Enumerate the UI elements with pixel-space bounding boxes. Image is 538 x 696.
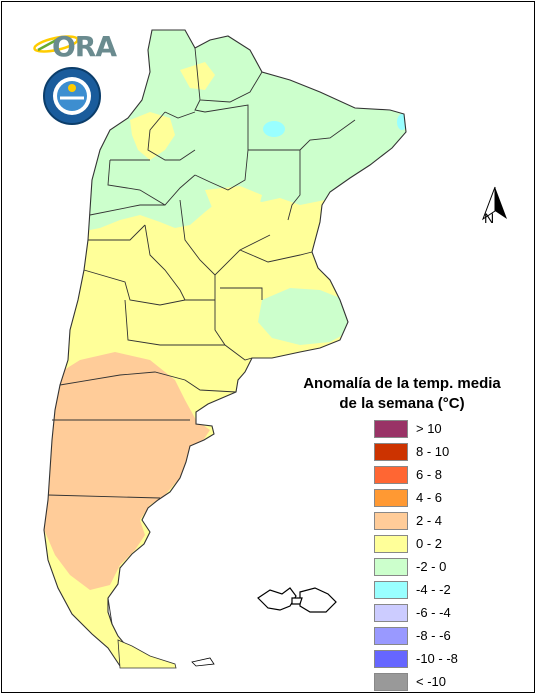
legend-label: -10 - -8 [416, 651, 458, 666]
legend-label: -2 - 0 [416, 559, 447, 574]
legend-item: 4 - 6 [374, 487, 524, 510]
legend-label: -8 - -6 [416, 628, 451, 643]
legend-title: Anomalía de la temp. media de la semana … [284, 374, 520, 414]
legend-item: -8 - -6 [374, 625, 524, 648]
legend-title-line2: de la semana (°C) [339, 395, 465, 412]
legend-label: 8 - 10 [416, 444, 450, 459]
legend-swatch [374, 558, 408, 576]
legend-swatch [374, 581, 408, 599]
ora-logo-text: ORA [52, 30, 117, 63]
smn-seal-icon [43, 67, 101, 125]
legend-label: 6 - 8 [416, 467, 443, 482]
legend-swatch [374, 420, 408, 438]
legend-label: 2 - 4 [416, 513, 443, 528]
north-arrow-icon [481, 186, 507, 221]
legend-label: < -10 [416, 674, 446, 689]
legend-label: 0 - 2 [416, 536, 443, 551]
legend-swatch [374, 466, 408, 484]
legend-item: 0 - 2 [374, 533, 524, 556]
legend-item: < -10 [374, 671, 524, 694]
legend-item: > 10 [374, 418, 524, 441]
legend-swatch [374, 673, 408, 691]
legend-item: 6 - 8 [374, 464, 524, 487]
legend-item: -10 - -8 [374, 648, 524, 671]
legend-swatch [374, 604, 408, 622]
legend-label: > 10 [416, 421, 442, 436]
legend-item: -4 - -2 [374, 579, 524, 602]
legend-swatch [374, 489, 408, 507]
legend-label: 4 - 6 [416, 490, 443, 505]
legend-swatch [374, 627, 408, 645]
ora-logo [33, 35, 79, 53]
legend-swatch [374, 650, 408, 668]
legend-swatch [374, 535, 408, 553]
north-label: N [484, 210, 495, 226]
legend-swatch [374, 443, 408, 461]
legend-item: -2 - 0 [374, 556, 524, 579]
legend-swatch [374, 512, 408, 530]
legend-label: -6 - -4 [416, 605, 451, 620]
legend-item: 2 - 4 [374, 510, 524, 533]
legend-item: 8 - 10 [374, 441, 524, 464]
legend-item: -6 - -4 [374, 602, 524, 625]
legend: > 10 8 - 10 6 - 8 4 - 6 2 - 4 0 - 2 -2 - 0 -4 -… [374, 418, 524, 694]
legend-title-line1: Anomalía de la temp. media [303, 375, 501, 392]
legend-label: -4 - -2 [416, 582, 451, 597]
